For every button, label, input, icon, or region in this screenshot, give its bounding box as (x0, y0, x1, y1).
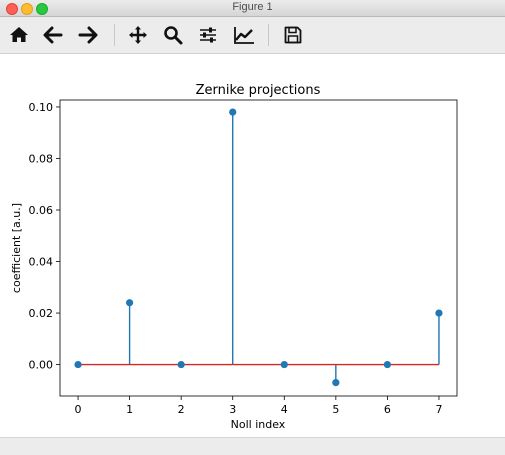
x-axis-label: Noll index (231, 418, 286, 431)
y-tick-label: 0.08 (29, 152, 54, 165)
save-floppy-icon (284, 26, 302, 44)
chart-title: Zernike projections (196, 83, 321, 98)
stem-marker (229, 108, 237, 116)
navigation-toolbar (0, 17, 505, 54)
back-button[interactable] (40, 22, 66, 48)
edit-axes-button[interactable] (231, 22, 257, 48)
toolbar-separator (114, 24, 115, 46)
edit-axes-chart-icon (234, 27, 254, 44)
status-bar (0, 437, 505, 455)
stem-chart: Zernike projections 0 1 2 3 4 5 6 7 0.00 0.02 0.04… (10, 83, 458, 431)
maximize-window-button[interactable] (36, 3, 48, 15)
home-button[interactable] (6, 22, 32, 48)
figure-canvas[interactable]: Zernike projections 0 1 2 3 4 5 6 7 0.00 0.02 0.04… (0, 54, 505, 437)
stem-marker (383, 360, 391, 369)
x-tick-label: 1 (126, 403, 133, 416)
window-title: Figure 1 (232, 1, 273, 13)
zoom-button[interactable] (160, 22, 186, 48)
axes-frame (59, 99, 458, 397)
y-tick-label: 0.04 (29, 256, 54, 269)
x-tick-label: 5 (332, 403, 339, 416)
y-tick-label: 0.02 (29, 307, 54, 320)
x-tick-label: 4 (281, 403, 288, 416)
back-arrow-icon (43, 26, 63, 44)
close-window-button[interactable] (6, 3, 18, 15)
pan-move-icon (129, 26, 147, 44)
y-tick-label: 0.00 (29, 359, 54, 372)
y-axis-label: coefficient [a.u.] (10, 203, 23, 293)
stem-marker (177, 360, 185, 369)
subplots-sliders-icon (200, 27, 216, 43)
forward-arrow-icon (78, 26, 98, 44)
y-tick-label: 0.06 (29, 204, 54, 217)
home-icon (10, 27, 28, 42)
x-tick-label: 6 (384, 403, 391, 416)
y-tick-label: 0.10 (29, 101, 54, 114)
forward-button[interactable] (75, 22, 101, 48)
stem-marker (74, 360, 82, 369)
x-tick-label: 2 (178, 403, 185, 416)
stem-marker (126, 299, 134, 307)
minimize-window-button[interactable] (21, 3, 33, 15)
x-tick-label: 0 (75, 403, 82, 416)
zoom-magnifier-icon (164, 26, 183, 45)
configure-subplots-button[interactable] (195, 22, 221, 48)
save-button[interactable] (280, 22, 306, 48)
x-tick-label: 7 (435, 403, 442, 416)
x-tick-label: 3 (229, 403, 236, 416)
stem-marker (280, 360, 288, 369)
stem-marker (332, 379, 340, 387)
toolbar-separator (268, 24, 269, 46)
title-bar[interactable]: Figure 1 (0, 0, 505, 17)
pan-button[interactable] (125, 22, 151, 48)
stem-marker (435, 309, 443, 317)
